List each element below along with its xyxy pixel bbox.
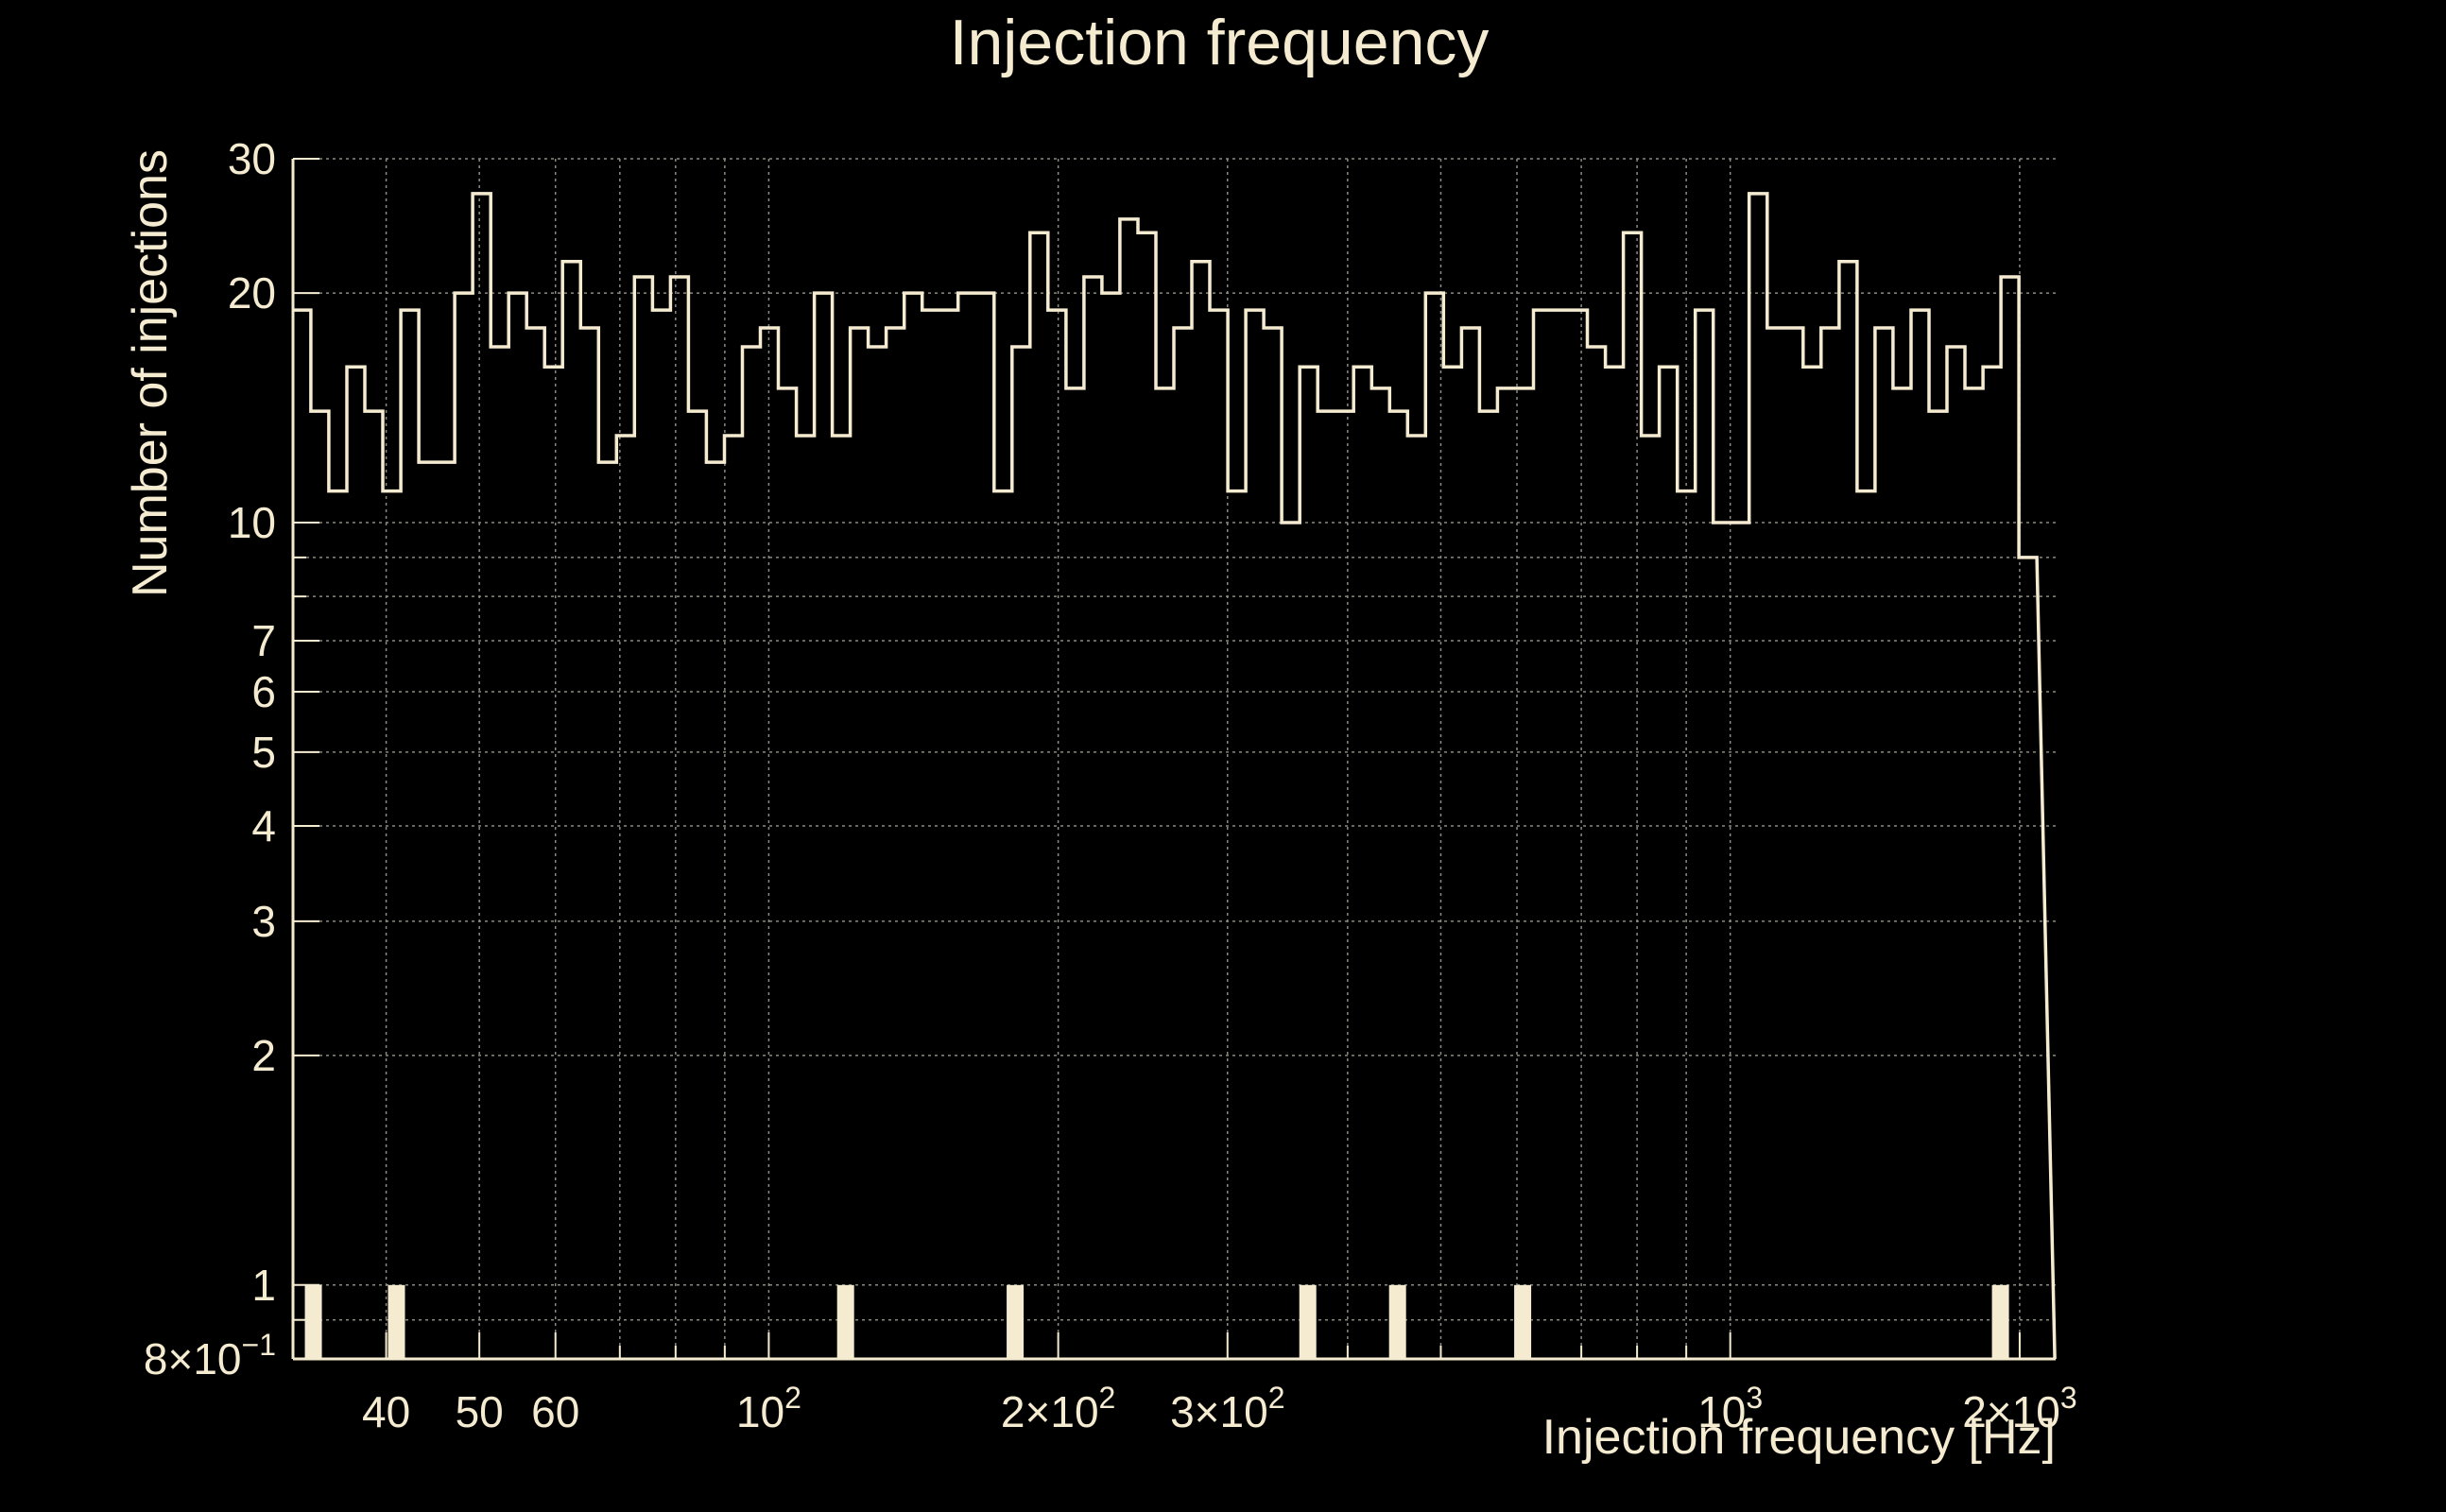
y-axis-label: Number of injections (123, 149, 178, 597)
y-tick-label: 20 (228, 268, 276, 318)
y-tick-label: 2 (251, 1031, 276, 1080)
rug-mark (1007, 1284, 1025, 1359)
x-axis-label: Injection frequency [Hz] (1542, 1410, 2056, 1465)
tick-labels: 40 50 60 102 2×102 3×102 103 2×1038×10−11234567… (144, 134, 2077, 1436)
rug-marks (304, 1284, 2009, 1359)
rug-mark (1514, 1284, 1532, 1359)
x-tick-label: 3×102 (1170, 1381, 1284, 1436)
histogram-series (293, 192, 2057, 1360)
y-tick-label: 1 (251, 1261, 276, 1310)
y-tick-label: 6 (251, 667, 276, 716)
axes (291, 158, 2056, 1361)
rug-mark (836, 1284, 854, 1359)
x-tick-label: 50 (456, 1387, 504, 1436)
grid (293, 158, 2056, 1360)
chart-title: Injection frequency (950, 7, 1490, 78)
x-tick-label: 60 (531, 1387, 579, 1436)
rug-mark (388, 1284, 405, 1359)
y-tick-label: 3 (251, 897, 276, 946)
y-tick-label: 7 (251, 616, 276, 665)
x-tick-label: 40 (362, 1387, 410, 1436)
y-tick-label: 30 (228, 134, 276, 183)
y-tick-label: 5 (251, 728, 276, 777)
x-tick-label: 2×103 (1962, 1381, 2076, 1436)
rug-mark (1388, 1284, 1406, 1359)
rug-mark (1991, 1284, 2009, 1359)
rug-mark (304, 1284, 322, 1359)
histogram-outline (293, 192, 2057, 1360)
y-tick-label: 10 (228, 498, 276, 547)
y-tick-label: 4 (251, 801, 276, 850)
rug-mark (1299, 1284, 1317, 1359)
x-tick-label: 2×102 (1001, 1381, 1115, 1436)
